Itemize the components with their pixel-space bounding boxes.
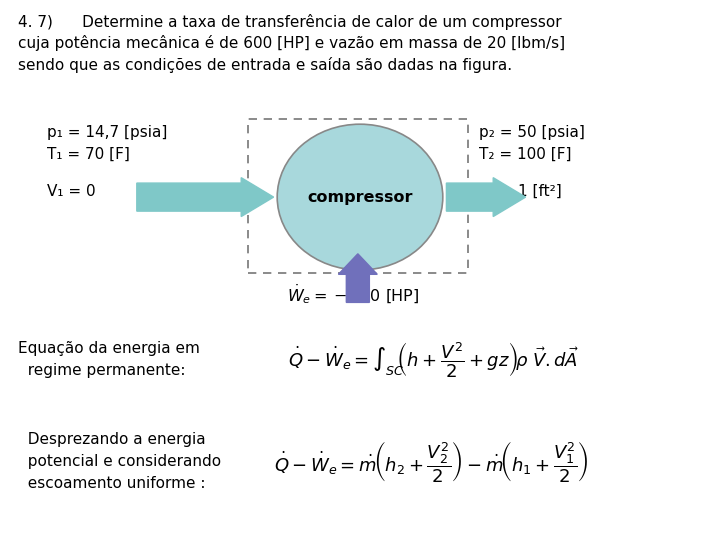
Text: Equação da energia em
  regime permanente:: Equação da energia em regime permanente: (18, 341, 200, 377)
Text: 4. 7)      Determine a taxa de transferência de calor de um compressor
cuja potê: 4. 7) Determine a taxa de transferência … (18, 14, 565, 73)
Text: p₁ = 14,7 [psia]: p₁ = 14,7 [psia] (47, 125, 167, 140)
Text: $\dot{Q} - \dot{W}_e = \dot{m}\!\left(h_2 + \dfrac{V_2^2}{2}\right) - \dot{m}\!\: $\dot{Q} - \dot{W}_e = \dot{m}\!\left(h_… (274, 439, 588, 484)
FancyArrow shape (338, 254, 377, 302)
Text: $\dot{Q} - \dot{W}_e = \int_{SC}\!\!\left(h + \dfrac{V^2}{2} + gz\right)\!\rho\;: $\dot{Q} - \dot{W}_e = \int_{SC}\!\!\lef… (288, 340, 579, 379)
Bar (248, 119, 468, 273)
Text: V₁ = 0: V₁ = 0 (47, 184, 96, 199)
Text: A₂ = 1 [ft²]: A₂ = 1 [ft²] (479, 184, 562, 199)
Text: $\dot{W}_e = -600$ [HP]: $\dot{W}_e = -600$ [HP] (287, 282, 419, 306)
Text: Desprezando a energia
  potencial e considerando
  escoamento uniforme :: Desprezando a energia potencial e consid… (18, 432, 221, 491)
Text: p₂ = 50 [psia]: p₂ = 50 [psia] (479, 125, 585, 140)
FancyArrow shape (137, 178, 274, 217)
Text: T₂ = 100 [F]: T₂ = 100 [F] (479, 146, 571, 161)
Text: T₁ = 70 [F]: T₁ = 70 [F] (47, 146, 130, 161)
Text: compressor: compressor (307, 190, 413, 205)
Ellipse shape (277, 124, 443, 270)
FancyArrow shape (446, 178, 526, 217)
